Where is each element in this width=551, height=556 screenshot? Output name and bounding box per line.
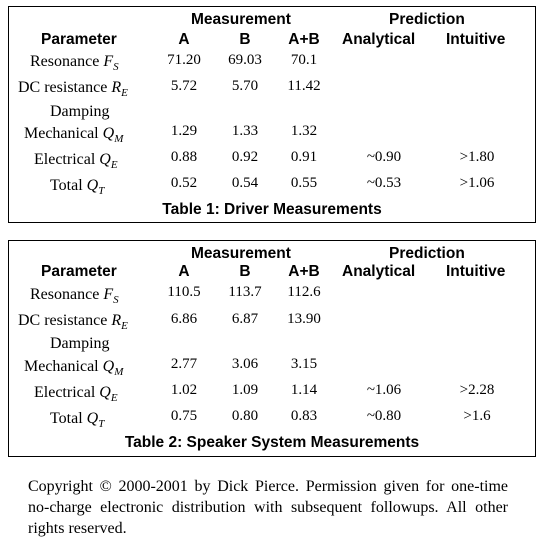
value-mechanical-b: 1.33	[231, 123, 259, 139]
row-label-resonance: Resonance FS	[30, 286, 119, 306]
value-electrical-b: 1.09	[231, 382, 259, 398]
value-total-analytical: ~0.80	[366, 408, 402, 424]
value-total-analytical: ~0.53	[366, 175, 402, 191]
value-electrical-analytical: ~1.06	[366, 382, 402, 398]
prediction-group-header: Prediction	[389, 11, 465, 28]
column-header-a: A	[178, 263, 190, 280]
column-header-a-plus-b: A+B	[288, 31, 320, 48]
column-header-intuitive: Intuitive	[446, 31, 506, 48]
value-dc-resistance-b: 5.70	[231, 78, 259, 94]
speaker-system-measurements-table: Measurement Prediction Parameter A B A+B…	[8, 240, 536, 457]
value-resonance-a: 110.5	[167, 284, 201, 300]
value-total-a-plus-b: 0.55	[290, 175, 318, 191]
row-label-resonance: Resonance FS	[30, 53, 119, 73]
value-electrical-intuitive: >2.28	[459, 382, 495, 398]
value-mechanical-b: 3.06	[231, 356, 259, 372]
column-header-a-plus-b: A+B	[288, 263, 320, 280]
row-label-dc-resistance: DC resistance RE	[18, 312, 128, 332]
table-caption: Table 2: Speaker System Measurements	[124, 434, 420, 451]
row-label-mechanical: Mechanical QM	[24, 358, 124, 378]
value-electrical-intuitive: >1.80	[459, 149, 495, 165]
row-label-electrical: Electrical QE	[34, 151, 118, 171]
value-mechanical-a-plus-b: 1.32	[290, 123, 318, 139]
value-electrical-a-plus-b: 0.91	[290, 149, 318, 165]
prediction-group-header: Prediction	[389, 245, 465, 262]
value-total-intuitive: >1.6	[463, 408, 491, 424]
value-total-a-plus-b: 0.83	[290, 408, 318, 424]
value-resonance-a-plus-b: 112.6	[287, 284, 321, 300]
column-header-analytical: Analytical	[342, 263, 416, 280]
parameter-column-header: Parameter	[41, 31, 117, 48]
row-label-damping: Damping	[50, 103, 110, 120]
driver-measurements-table: Measurement Prediction Parameter A B A+B…	[8, 6, 536, 223]
row-label-mechanical: Mechanical QM	[24, 125, 124, 145]
value-electrical-a: 1.02	[170, 382, 198, 398]
measurement-group-header: Measurement	[191, 11, 291, 28]
value-mechanical-a: 1.29	[170, 123, 198, 139]
value-resonance-a-plus-b: 70.1	[290, 52, 318, 68]
value-electrical-b: 0.92	[231, 149, 259, 165]
row-label-dc-resistance: DC resistance RE	[18, 79, 128, 99]
value-dc-resistance-a-plus-b: 11.42	[287, 78, 321, 94]
column-header-b: B	[239, 263, 251, 280]
value-resonance-a: 71.20	[167, 52, 201, 68]
measurement-group-header: Measurement	[191, 245, 291, 262]
column-header-b: B	[239, 31, 251, 48]
column-header-a: A	[178, 31, 190, 48]
value-electrical-a: 0.88	[170, 149, 198, 165]
value-total-intuitive: >1.06	[459, 175, 495, 191]
row-label-damping: Damping	[50, 335, 110, 352]
value-total-b: 0.54	[231, 175, 259, 191]
value-total-b: 0.80	[231, 408, 259, 424]
column-header-analytical: Analytical	[342, 31, 416, 48]
table-caption: Table 1: Driver Measurements	[162, 201, 382, 218]
value-dc-resistance-a-plus-b: 13.90	[287, 311, 321, 327]
row-label-total: Total QT	[50, 177, 105, 197]
value-total-a: 0.52	[170, 175, 198, 191]
row-label-electrical: Electrical QE	[34, 384, 118, 404]
parameter-column-header: Parameter	[41, 263, 117, 280]
value-dc-resistance-a: 6.86	[170, 311, 198, 327]
value-resonance-b: 69.03	[228, 52, 262, 68]
column-header-intuitive: Intuitive	[446, 263, 506, 280]
value-mechanical-a: 2.77	[170, 356, 198, 372]
value-dc-resistance-a: 5.72	[170, 78, 198, 94]
value-dc-resistance-b: 6.87	[231, 311, 259, 327]
row-label-total: Total QT	[50, 410, 105, 430]
value-electrical-analytical: ~0.90	[366, 149, 402, 165]
value-electrical-a-plus-b: 1.14	[290, 382, 318, 398]
value-mechanical-a-plus-b: 3.15	[290, 356, 318, 372]
value-total-a: 0.75	[170, 408, 198, 424]
copyright-notice: Copyright © 2000-2001 by Dick Pierce. Pe…	[28, 478, 508, 537]
value-resonance-b: 113.7	[228, 284, 262, 300]
